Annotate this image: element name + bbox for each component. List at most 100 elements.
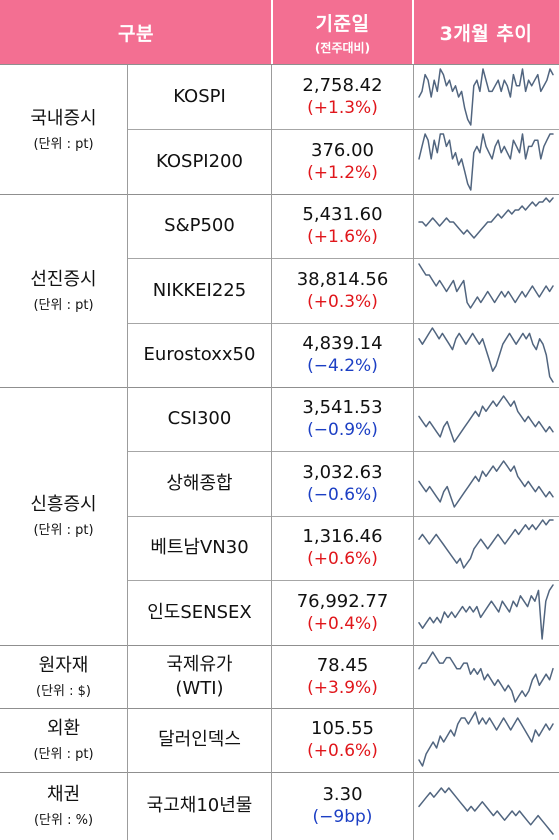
header-divider [412,0,414,64]
value-cell: 4,839.14 (−4.2%) [272,323,413,387]
trend-line [418,711,554,767]
group-cell: 신흥증시 (단위 : pt) [0,387,127,645]
change-value: (−4.2%) [307,356,378,376]
change-value: (+0.3%) [307,291,378,312]
group-name: 신흥증시 [30,494,97,515]
value-cell: 376.00 (+1.2%) [272,129,413,194]
index-value: 1,316.46 [302,526,383,547]
trend-line [418,519,554,569]
group-divider [0,194,559,195]
index-name-ktb10y: 국고채10년물 [146,795,253,816]
column-divider [127,65,128,840]
value-cell: 78.45 (+3.9%) [272,645,413,708]
row-divider [128,451,559,452]
index-value: 4,839.14 [302,333,383,354]
trend-sparkline [418,584,554,640]
trend-line [418,327,554,383]
trend-sparkline [418,460,554,508]
index-name-wti: 국제유가 (WTI) [166,653,233,699]
index-value: 376.00 [311,139,374,161]
change-value: (−9bp) [312,807,373,827]
trend-line [418,460,554,508]
index-value: 78.45 [316,654,369,676]
trend-sparkline [418,787,554,835]
value-cell: 3,032.63 (−0.6%) [272,451,413,516]
group-divider [0,772,559,773]
row-divider [128,516,559,517]
trend-sparkline [418,519,554,569]
header-base-date-sub: (전주대비) [314,40,371,55]
group-name: 국내증시 [30,107,97,129]
index-value: 2,758.42 [302,75,383,96]
group-cell: 선진증시 (단위 : pt) [0,194,127,387]
change-value: (+1.6%) [307,227,378,247]
group-name: 채권 [46,784,81,805]
change-value: (+0.6%) [307,549,378,569]
group-unit: (단위 : %) [33,813,94,828]
group-cell: 원자재 (단위 : $) [0,645,127,708]
change-value: (+3.9%) [307,677,378,698]
change-value: (+1.3%) [307,98,378,118]
value-cell: 3.30 (−9bp) [272,772,413,840]
index-name-csi300: CSI300 [167,408,232,429]
change-value: (−0.6%) [307,484,378,505]
trend-line [418,584,554,640]
header-trend: 3개월 추이 [439,22,533,45]
index-name-vn30: 베트남VN30 [150,537,249,558]
group-cell: 채권 (단위 : %) [0,772,127,840]
header-divider [271,0,273,64]
change-value: (−0.9%) [307,420,378,440]
trend-line [418,133,554,191]
group-cell: 외환 (단위 : pt) [0,708,127,772]
index-name-kospi200: KOSPI200 [156,150,243,172]
trend-line [418,651,554,703]
index-name-dollar-index: 달러인덱스 [158,729,241,750]
index-value: 76,992.77 [296,590,389,612]
trend-sparkline [418,327,554,383]
trend-sparkline [418,68,554,126]
header-category-cell: 구분 [0,0,272,64]
index-name-kospi: KOSPI [173,86,226,107]
index-name-sp500: S&P500 [164,215,235,236]
change-value: (+1.2%) [307,162,378,183]
group-unit: (단위 : pt) [33,136,94,152]
index-name-shanghai: 상해종합 [166,472,233,494]
trend-sparkline [418,197,554,239]
row-divider [128,323,559,324]
group-divider [0,64,559,65]
value-cell: 5,431.60 (+1.6%) [272,194,413,258]
group-divider [0,645,559,646]
group-divider [0,708,559,709]
value-cell: 1,316.46 (+0.6%) [272,516,413,580]
value-cell: 38,814.56 (+0.3%) [272,258,413,323]
change-value: (+0.6%) [307,741,378,761]
value-cell: 3,541.53 (−0.9%) [272,387,413,451]
trend-sparkline [418,651,554,703]
trend-sparkline [418,263,554,309]
row-divider [128,580,559,581]
trend-sparkline [418,395,554,443]
group-cell: 국내증시 (단위 : pt) [0,65,127,194]
column-divider [271,65,272,840]
trend-sparkline [418,133,554,191]
index-value: 5,431.60 [302,204,383,225]
trend-line [418,787,554,835]
group-unit: (단위 : pt) [33,747,94,762]
index-value: 3,032.63 [302,461,383,483]
index-name-eurostoxx50: Eurostoxx50 [143,344,256,365]
change-value: (+0.4%) [307,613,378,634]
group-unit: (단위 : pt) [33,297,94,313]
group-name: 원자재 [38,654,89,676]
header-base-date-cell: 기준일 (전주대비) [272,0,413,64]
column-divider [413,65,414,840]
index-value: 3,541.53 [302,397,383,418]
index-name-sensex: 인도SENSEX [147,601,252,623]
row-divider [128,129,559,130]
index-value: 3.30 [322,784,363,805]
group-divider [0,387,559,388]
group-name: 외환 [46,718,81,739]
group-unit: (단위 : pt) [33,523,94,538]
header-base-date: 기준일 [315,12,370,35]
value-cell: 105.55 (+0.6%) [272,708,413,772]
